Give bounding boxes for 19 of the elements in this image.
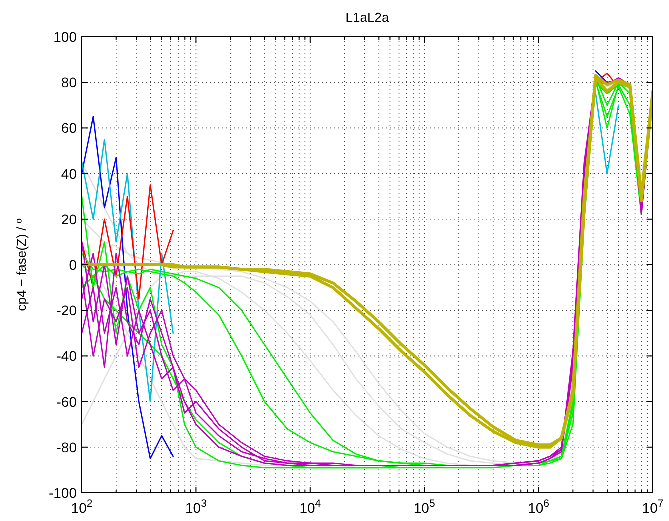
y-tick-label: 60 <box>61 120 78 136</box>
y-tick-label: -20 <box>56 302 78 319</box>
y-tick-label: 20 <box>61 211 78 228</box>
x-tick-label: 10$^{2}$ <box>71 498 93 516</box>
y-tick-label: 100 <box>54 29 78 45</box>
chart-title: L1aL2a <box>346 10 390 25</box>
x-tick-label: 10$^{5}$ <box>414 498 436 516</box>
x-tick-label: 10$^{4}$ <box>300 498 322 516</box>
y-tick-label: 80 <box>61 74 78 91</box>
y-tick-label: -80 <box>56 439 78 456</box>
y-axis-title: cp4 − fase(Z) / º <box>14 218 29 312</box>
x-tick-label: 10$^{6}$ <box>528 498 550 516</box>
y-tick-label: 0 <box>69 257 78 273</box>
y-tick-label: 40 <box>61 166 78 182</box>
y-tick-label: -60 <box>56 394 78 410</box>
x-tick-label: 10$^{7}$ <box>642 498 664 516</box>
y-tick-label: -40 <box>56 348 78 364</box>
x-tick-label: 10$^{3}$ <box>185 498 208 516</box>
y-tick-label: -100 <box>48 485 78 501</box>
